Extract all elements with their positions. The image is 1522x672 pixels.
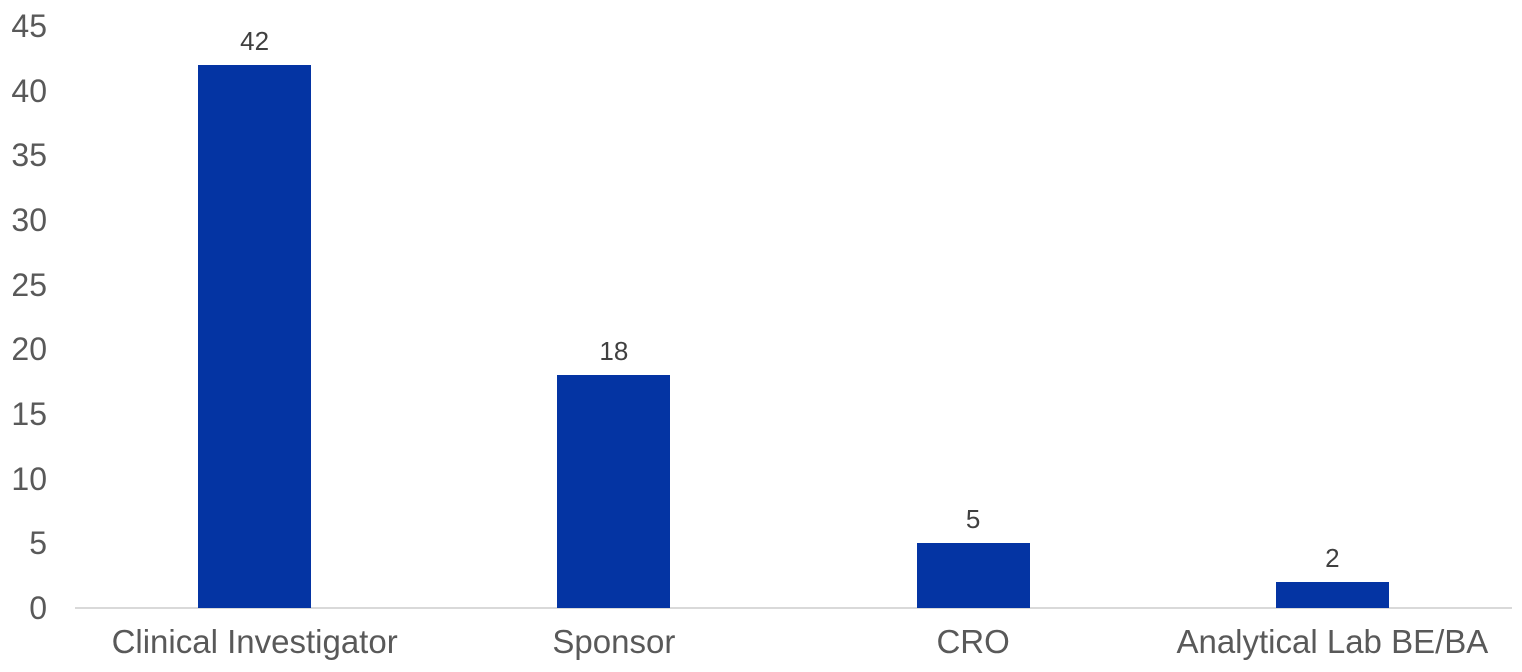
y-tick-label: 30: [11, 202, 47, 238]
x-axis-line: [75, 607, 1512, 609]
bar: [198, 64, 312, 608]
x-category-label: CRO: [936, 623, 1010, 660]
y-tick-label: 15: [11, 396, 47, 432]
x-category-label: Sponsor: [552, 623, 676, 660]
y-tick-label: 40: [11, 72, 47, 109]
y-tick-label: 25: [11, 266, 47, 303]
data-label: 2: [1325, 543, 1340, 574]
y-tick-label: 10: [11, 460, 47, 497]
y-tick-label: 0: [29, 590, 47, 626]
x-category-label: Clinical Investigator: [111, 623, 398, 660]
y-tick-label: 5: [29, 525, 47, 562]
bar: [916, 543, 1030, 608]
y-tick-label: 35: [11, 137, 47, 174]
data-label: 18: [599, 336, 629, 367]
y-tick-label: 45: [11, 8, 47, 44]
x-category-label: Analytical Lab BE/BA: [1176, 623, 1489, 660]
data-label: 42: [240, 25, 270, 56]
y-axis: 0 5 10 15 20 25 30 35 40 45: [0, 0, 47, 672]
bar: [1275, 582, 1389, 608]
y-tick-label: 20: [11, 331, 47, 368]
bar: [557, 375, 671, 608]
data-label: 5: [965, 504, 981, 535]
